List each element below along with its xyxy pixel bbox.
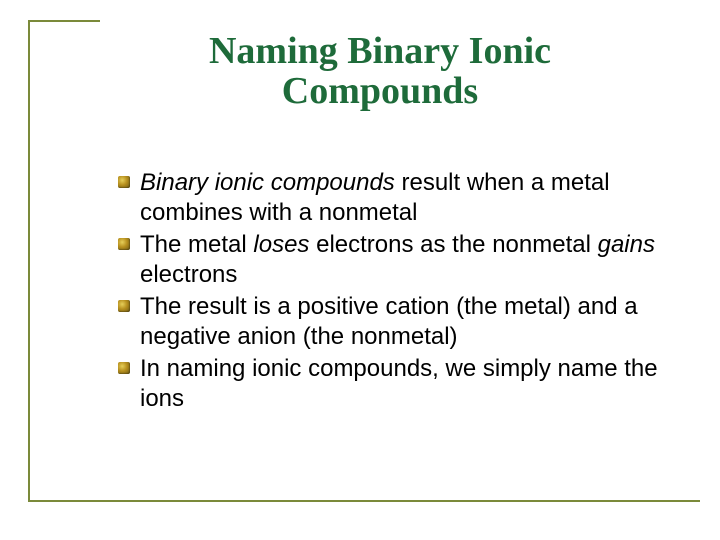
list-item: Binary ionic compounds result when a met… [118,168,660,228]
list-item-text: The metal loses electrons as the nonmeta… [140,230,660,290]
bullet-icon [118,362,130,374]
plain-text: electrons [140,261,237,288]
italic-text: loses [253,231,309,258]
decorative-rule-bottom [28,500,700,502]
bullet-icon [118,300,130,312]
bullet-icon [118,238,130,250]
title-line-2: Compounds [100,72,660,112]
list-item-text: The result is a positive cation (the met… [140,292,660,352]
list-item-text: In naming ionic compounds, we simply nam… [140,354,660,414]
italic-text: gains [598,231,655,258]
decorative-rule-top [28,20,100,22]
plain-text: The metal [140,231,253,258]
slide-title: Naming Binary IonicCompounds [100,32,660,112]
list-item: In naming ionic compounds, we simply nam… [118,354,660,414]
plain-text: The result is a positive cation (the met… [140,293,638,350]
bullet-icon [118,176,130,188]
list-item-text: Binary ionic compounds result when a met… [140,168,660,228]
list-item: The result is a positive cation (the met… [118,292,660,352]
list-item: The metal loses electrons as the nonmeta… [118,230,660,290]
decorative-rule-left [28,20,30,500]
plain-text: In naming ionic compounds, we simply nam… [140,355,658,412]
plain-text: electrons as the nonmetal [309,231,597,258]
title-line-1: Naming Binary Ionic [100,32,660,72]
bullet-list: Binary ionic compounds result when a met… [118,168,660,416]
italic-text: Binary ionic compounds [140,169,395,196]
